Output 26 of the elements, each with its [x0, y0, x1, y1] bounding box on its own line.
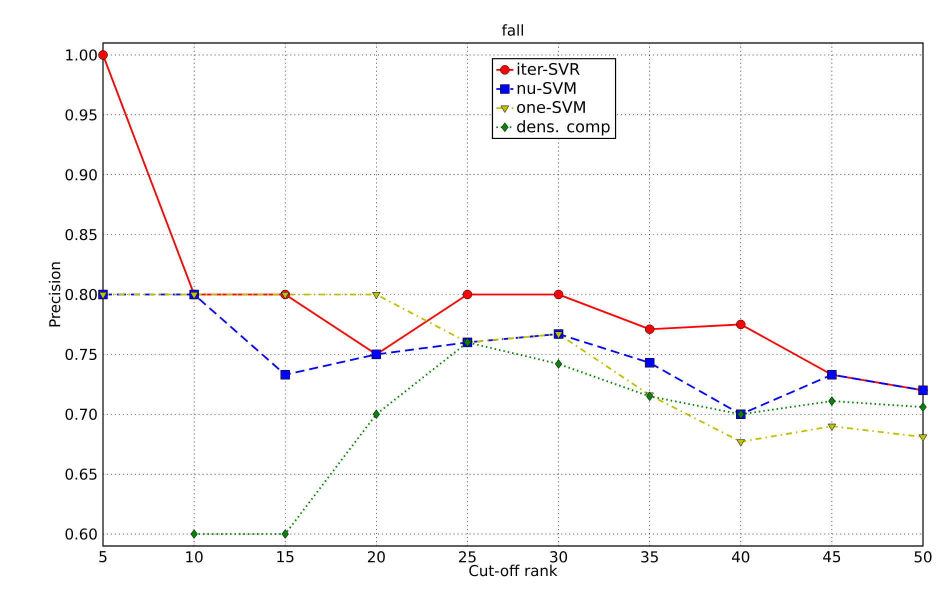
chart-title: fall — [502, 24, 523, 36]
y-axis-title: Precision — [48, 262, 60, 326]
x-axis-title: Cut-off rank — [469, 564, 558, 576]
x-tick-label: 35 — [641, 551, 658, 562]
y-tick-label: 0.85 — [66, 228, 97, 240]
y-tick-label: 0.95 — [66, 109, 97, 121]
x-tick-label: 45 — [823, 551, 840, 562]
legend-label: one-SVM — [517, 101, 585, 114]
x-tick-label: 10 — [186, 551, 203, 562]
x-tick-label: 5 — [99, 551, 106, 562]
legend-label: nu-SVM — [518, 82, 576, 94]
y-tick-label: 1.00 — [66, 49, 97, 61]
y-tick-label: 0.60 — [66, 528, 97, 540]
x-tick-label: 20 — [368, 551, 385, 562]
x-tick-label: 40 — [732, 551, 750, 562]
legend-label: dens. comp — [517, 120, 610, 136]
x-tick-label: 50 — [914, 551, 932, 562]
y-tick-label: 0.80 — [66, 288, 97, 300]
y-tick-label: 0.75 — [66, 348, 97, 360]
y-tick-label: 0.65 — [66, 468, 97, 480]
x-tick-label: 30 — [550, 551, 568, 562]
x-tick-label: 25 — [459, 551, 476, 562]
y-tick-label: 0.90 — [66, 169, 97, 180]
x-tick-label: 15 — [277, 551, 294, 562]
legend-label: iter-SVR — [518, 62, 580, 75]
y-tick-label: 0.70 — [66, 408, 97, 420]
